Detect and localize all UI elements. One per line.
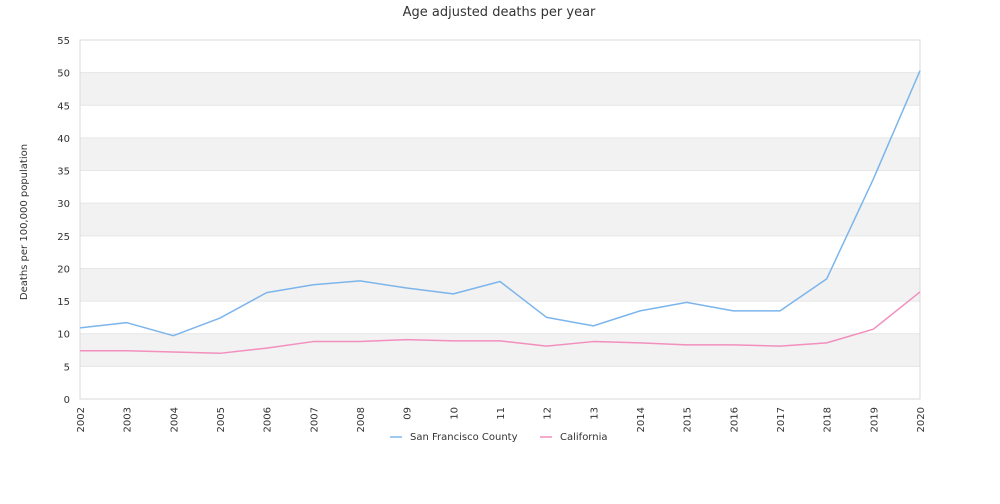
- data-point[interactable]: [78, 325, 83, 330]
- y-axis-label: Deaths per 100,000 population: [19, 144, 30, 300]
- y-tick-label: 55: [57, 36, 70, 47]
- data-point[interactable]: [358, 339, 363, 344]
- x-tick-label: 2006: [263, 407, 274, 432]
- data-point[interactable]: [591, 339, 596, 344]
- data-point[interactable]: [591, 323, 596, 328]
- data-point[interactable]: [218, 351, 223, 356]
- x-tick-label: 2007: [309, 407, 320, 432]
- x-tick-label: 13: [589, 407, 600, 420]
- x-tick-label: 12: [543, 407, 554, 420]
- data-point[interactable]: [78, 348, 83, 353]
- grid-band: [80, 137, 920, 171]
- data-point[interactable]: [918, 289, 923, 294]
- data-point[interactable]: [451, 291, 456, 296]
- x-tick-label: 2003: [123, 407, 134, 432]
- x-tick-label: 11: [496, 407, 507, 420]
- data-point[interactable]: [544, 344, 549, 349]
- data-point[interactable]: [824, 276, 829, 281]
- legend-label: California: [560, 432, 608, 443]
- data-point[interactable]: [918, 68, 923, 73]
- data-point[interactable]: [871, 327, 876, 332]
- x-tick-label: 2014: [636, 407, 647, 432]
- data-point[interactable]: [684, 342, 689, 347]
- data-point[interactable]: [544, 315, 549, 320]
- data-point[interactable]: [404, 286, 409, 291]
- y-tick-label: 10: [57, 330, 70, 341]
- data-point[interactable]: [498, 338, 503, 343]
- legend: San Francisco County California: [390, 432, 608, 443]
- y-tick-label: 30: [57, 199, 70, 210]
- series-line-2[interactable]: [80, 291, 921, 355]
- x-tick-label: 2015: [683, 407, 694, 432]
- x-tick-label: 2004: [169, 407, 180, 432]
- x-tick-label: 2016: [729, 407, 740, 432]
- data-point[interactable]: [731, 342, 736, 347]
- grid-bands: [80, 72, 920, 367]
- x-tick-label: 2002: [76, 407, 87, 432]
- data-point[interactable]: [638, 308, 643, 313]
- data-point[interactable]: [498, 279, 503, 284]
- data-point[interactable]: [778, 344, 783, 349]
- chart-title: Age adjusted deaths per year: [403, 5, 596, 20]
- y-tick-label: 5: [64, 362, 70, 373]
- data-point[interactable]: [731, 308, 736, 313]
- data-point[interactable]: [824, 340, 829, 345]
- data-point[interactable]: [218, 316, 223, 321]
- y-tick-label: 50: [57, 69, 70, 80]
- grid-band: [80, 203, 920, 236]
- series-line-1[interactable]: [79, 70, 921, 337]
- data-point[interactable]: [124, 320, 129, 325]
- data-point[interactable]: [311, 339, 316, 344]
- legend-item[interactable]: San Francisco County: [390, 432, 518, 443]
- x-tick-label: 2017: [776, 407, 787, 432]
- x-tick-label: 2008: [356, 407, 367, 432]
- y-tick-label: 45: [57, 101, 70, 112]
- y-tick-label: 40: [57, 134, 70, 145]
- data-point[interactable]: [404, 337, 409, 342]
- data-point[interactable]: [124, 348, 129, 353]
- data-point[interactable]: [638, 340, 643, 345]
- data-point[interactable]: [264, 290, 269, 295]
- grid-band: [80, 333, 920, 367]
- data-point[interactable]: [778, 308, 783, 313]
- data-point[interactable]: [171, 350, 176, 355]
- x-tick-label: 09: [403, 407, 414, 420]
- y-tick-label: 20: [57, 264, 70, 275]
- data-point[interactable]: [684, 300, 689, 305]
- legend-item[interactable]: California: [540, 432, 608, 443]
- data-point[interactable]: [311, 282, 316, 287]
- data-point[interactable]: [871, 177, 876, 182]
- x-tick-label: 10: [449, 407, 460, 420]
- data-point[interactable]: [358, 278, 363, 283]
- x-tick-label: 2019: [869, 407, 880, 432]
- y-tick-label: 0: [64, 395, 70, 406]
- data-point[interactable]: [171, 333, 176, 338]
- grid-band: [80, 72, 920, 106]
- grid-lines: [80, 39, 920, 400]
- x-tick-label: 2018: [823, 407, 834, 432]
- series-lines: [78, 68, 923, 356]
- y-tick-label: 25: [57, 232, 70, 243]
- x-tick-label: 2005: [216, 407, 227, 432]
- y-axis-ticks: 0 5 10 15 20 25 30 35 40 45 50 55: [57, 36, 70, 406]
- y-tick-label: 35: [57, 167, 70, 178]
- plot-frame: [79, 39, 921, 400]
- grid-band: [80, 268, 920, 302]
- legend-label: San Francisco County: [410, 432, 518, 443]
- x-axis-ticks: 2002 2003 2004 2005 2006 2007 2008 09 10 11 12 13 20…: [76, 407, 927, 432]
- data-point[interactable]: [451, 338, 456, 343]
- data-point[interactable]: [264, 346, 269, 351]
- x-tick-label: 2020: [916, 407, 927, 432]
- y-tick-label: 15: [57, 297, 70, 308]
